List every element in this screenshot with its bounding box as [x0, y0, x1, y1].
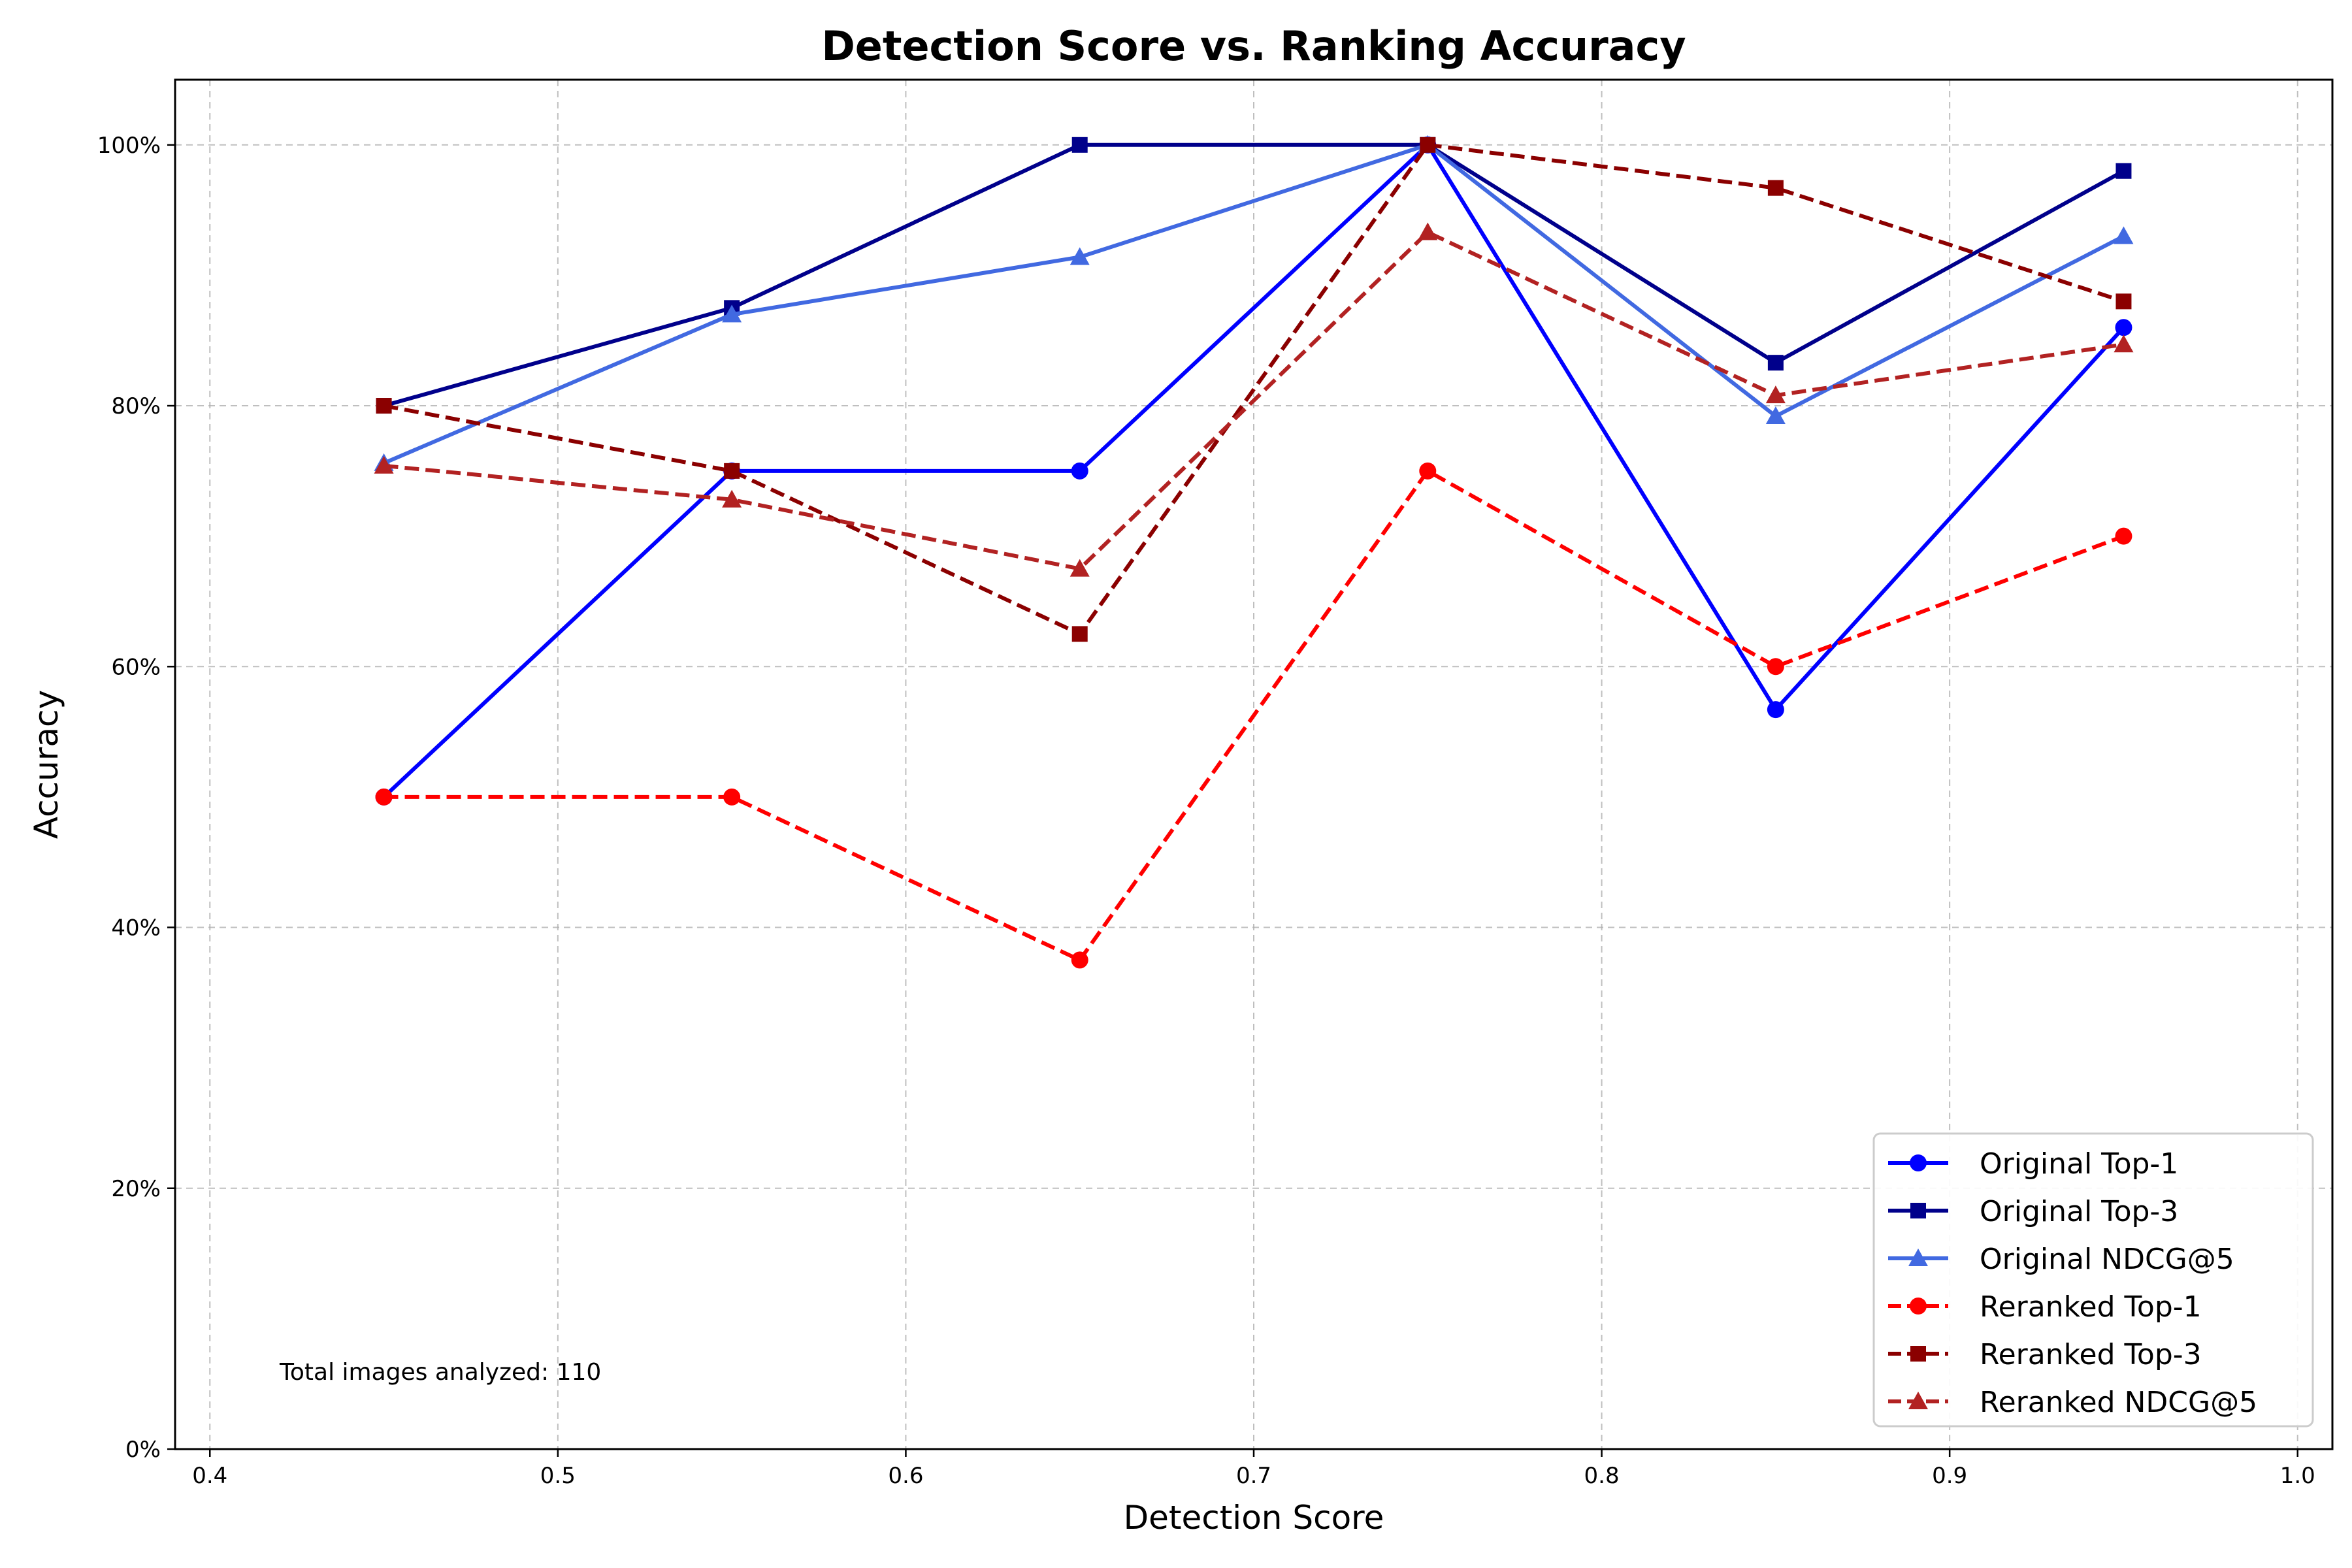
data-point	[1070, 247, 1090, 265]
legend: Original Top-1 Original Top-3 Original NDC…	[1872, 1132, 2314, 1428]
series-3	[375, 462, 2132, 969]
y-tick-label: 20%	[111, 1176, 161, 1202]
data-point	[1767, 180, 1784, 196]
series-4	[376, 137, 2132, 642]
legend-item: Reranked Top-3	[1888, 1338, 2202, 1371]
data-point	[2115, 319, 2132, 336]
data-point	[1418, 222, 1438, 240]
x-tick-label: 0.6	[888, 1463, 923, 1489]
legend-label: Reranked Top-1	[1980, 1290, 2202, 1324]
legend-swatch-marker	[1910, 1298, 1927, 1315]
data-point	[2114, 226, 2134, 244]
legend-item: Reranked Top-1	[1888, 1290, 2202, 1324]
legend-label: Original Top-1	[1980, 1147, 2178, 1181]
x-tick-label: 0.8	[1584, 1463, 1620, 1489]
series-line	[383, 142, 2125, 408]
data-point	[722, 304, 742, 323]
x-axis-title: Detection Score	[1124, 1499, 1384, 1537]
series-lines	[374, 135, 2134, 969]
data-point	[724, 463, 740, 479]
y-tick-label: 60%	[111, 654, 161, 680]
legend-swatch-marker	[1910, 1346, 1926, 1362]
axis-ticks: 0.4 0.5 0.6 0.7 0.8 0.9 1.0 0% 20% 40% 60% 80% 100%	[97, 133, 2315, 1489]
legend-label: Original NDCG@5	[1980, 1243, 2234, 1276]
data-point	[2115, 163, 2132, 179]
legend-swatch-marker	[1908, 1249, 1928, 1266]
x-tick-label: 0.9	[1932, 1463, 1967, 1489]
chart-title: Detection Score vs. Ranking Accuracy	[821, 22, 1686, 70]
y-tick-label: 80%	[111, 393, 161, 419]
data-point	[1767, 701, 1784, 719]
data-point	[1071, 462, 1088, 480]
data-point	[2115, 293, 2132, 310]
legend-item: Original Top-1	[1888, 1147, 2178, 1181]
x-tick-label: 0.5	[540, 1463, 576, 1489]
series-line	[384, 468, 2125, 962]
legend-item: Original NDCG@5	[1888, 1243, 2234, 1276]
legend-label: Original Top-3	[1980, 1195, 2178, 1228]
data-point	[1767, 355, 1784, 371]
series-line	[383, 142, 2125, 636]
data-point	[1419, 462, 1437, 480]
data-point	[1070, 559, 1090, 577]
y-tick-label: 0%	[125, 1437, 161, 1463]
data-point	[1765, 406, 1786, 425]
data-point	[374, 455, 394, 474]
series-5	[374, 222, 2134, 577]
data-point	[1071, 951, 1088, 969]
legend-swatch-marker	[1908, 1392, 1928, 1409]
data-point	[2115, 527, 2132, 545]
legend-item: Reranked NDCG@5	[1888, 1386, 2257, 1419]
y-tick-label: 40%	[111, 915, 161, 941]
data-point	[1765, 385, 1786, 404]
x-tick-label: 0.7	[1236, 1463, 1271, 1489]
legend-label: Reranked Top-3	[1980, 1338, 2202, 1371]
data-point	[1420, 137, 1436, 153]
legend-label: Reranked NDCG@5	[1980, 1386, 2257, 1419]
data-point	[723, 788, 741, 806]
data-point	[1071, 626, 1088, 642]
data-point	[376, 398, 392, 414]
total-images-annotation: Total images analyzed: 110	[279, 1359, 601, 1386]
legend-box	[1872, 1132, 2314, 1428]
series-line	[384, 230, 2124, 571]
legend-item: Original Top-3	[1888, 1195, 2178, 1228]
series-line	[382, 142, 2125, 799]
x-tick-label: 0.4	[192, 1463, 227, 1489]
data-point	[1767, 658, 1784, 676]
y-tick-label: 100%	[97, 133, 161, 159]
legend-swatch-marker	[1910, 1203, 1926, 1218]
data-point	[722, 489, 742, 508]
data-point	[2114, 335, 2134, 353]
legend-swatch-marker	[1910, 1154, 1927, 1171]
y-axis-title: Accuracy	[27, 690, 65, 839]
data-point	[375, 788, 393, 806]
data-point	[1071, 137, 1088, 153]
x-tick-label: 1.0	[2280, 1463, 2315, 1489]
